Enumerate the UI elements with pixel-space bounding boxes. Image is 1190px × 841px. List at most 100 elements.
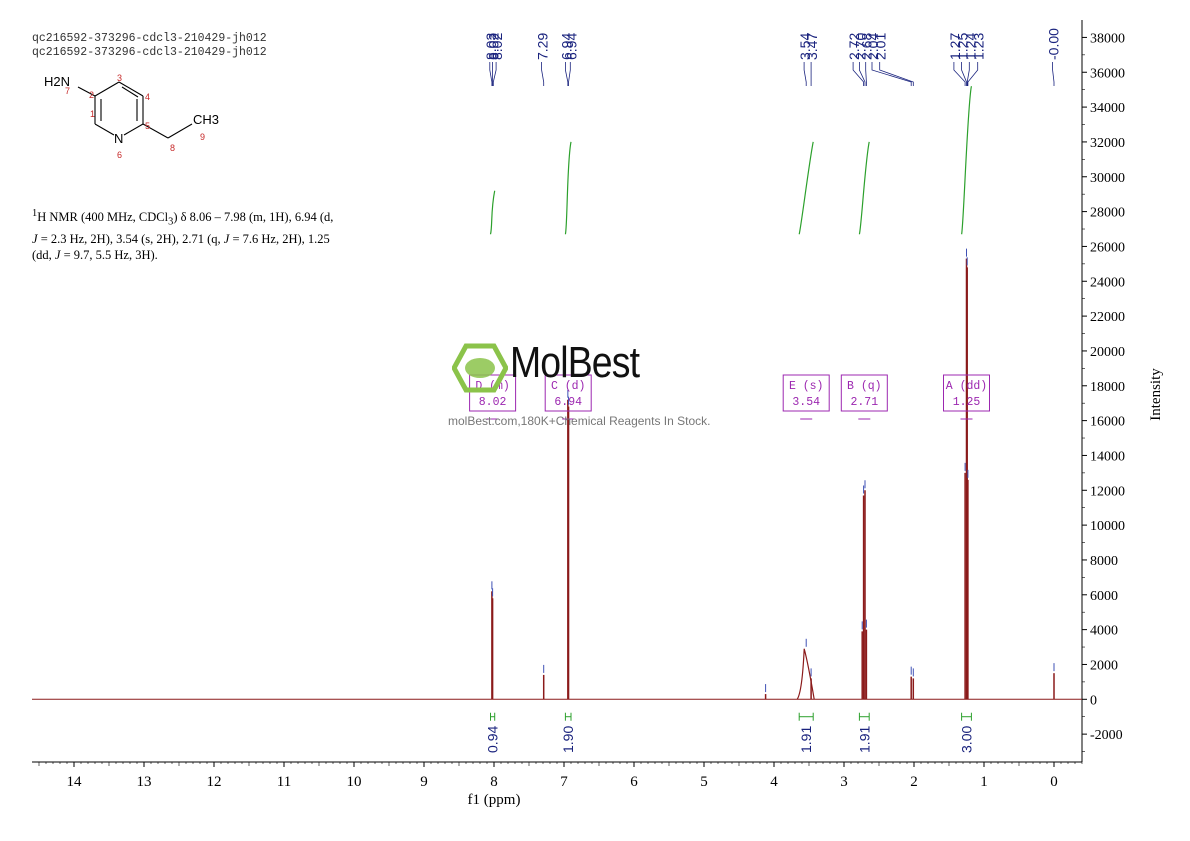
y-tick-label: 38000 [1090, 31, 1125, 46]
peak-label-leader [871, 62, 912, 86]
peak-label: -0.00 [1046, 28, 1062, 60]
atom-number: 6 [117, 150, 122, 160]
amine-label: H2N [44, 74, 70, 89]
peak-label-leader [568, 62, 571, 86]
x-tick-label: 12 [207, 774, 222, 790]
x-tick-label: 6 [630, 774, 638, 790]
y-tick-label: -2000 [1090, 728, 1123, 743]
y-tick-label: 8000 [1090, 554, 1118, 569]
peak-label: 1.27 [947, 33, 963, 60]
y-tick-label: 30000 [1090, 171, 1125, 186]
peak-label-leader [953, 62, 966, 86]
y-tick-label: 22000 [1090, 310, 1125, 325]
integral-curve [961, 86, 972, 235]
x-tick-label: 4 [770, 774, 778, 790]
atom-number: 9 [200, 132, 205, 142]
peak-label: 2.68 [859, 33, 875, 60]
x-axis-label: f1 (ppm) [468, 792, 521, 808]
peak-label: 1.24 [962, 33, 978, 60]
integral-curve [858, 141, 870, 235]
y-tick-label: 34000 [1090, 101, 1125, 116]
integral-value: 3.00 [959, 726, 975, 753]
peak-label: 3.54 [797, 33, 813, 60]
integral-curve [798, 141, 814, 235]
y-tick-label: 6000 [1090, 589, 1118, 604]
multiplet-name: B (q) [847, 380, 882, 393]
multiplet-value: 3.54 [792, 396, 820, 409]
x-tick-label: 2 [910, 774, 918, 790]
y-tick-label: 26000 [1090, 240, 1125, 255]
atom-number: 2 [89, 90, 94, 100]
x-tick-label: 8 [490, 774, 498, 790]
atom-number: 3 [117, 73, 122, 83]
peak-label-leader [803, 62, 807, 86]
multiplet-value: 8.02 [479, 396, 507, 409]
peak-label: 2.72 [846, 33, 862, 60]
file-title-1: qc216592-373296-cdcl3-210429-jh012 [32, 32, 267, 45]
y-tick-label: 36000 [1090, 66, 1125, 81]
peak-label-leader [565, 62, 569, 86]
watermark-brand: MolBest [510, 338, 640, 387]
multiplet-name: A (dd) [946, 380, 987, 393]
x-tick-label: 14 [67, 774, 83, 790]
peak-label-leader [859, 62, 866, 86]
x-tick-label: 11 [277, 774, 291, 790]
peak-label: 8.03 [483, 33, 499, 60]
y-tick-label: 16000 [1090, 415, 1125, 430]
multiplet-box [943, 374, 990, 412]
peak-label-leader [961, 62, 967, 86]
multiplet-box [469, 374, 517, 412]
y-tick-label: 14000 [1090, 449, 1125, 464]
y-tick-label: 32000 [1090, 136, 1125, 151]
integral-value: 1.91 [856, 726, 872, 753]
atom-number: 1 [90, 109, 95, 119]
peak-label: 2.70 [852, 33, 868, 60]
y-tick-label: 2000 [1090, 658, 1118, 673]
peak-label-leader [852, 62, 864, 86]
x-tick-label: 1 [980, 774, 988, 790]
y-axis-label: Intensity [1148, 368, 1164, 421]
integral-curve [489, 190, 496, 235]
peak-label-leader [541, 62, 545, 86]
peak-label: 8.02 [489, 33, 505, 60]
multiplet-box [840, 374, 888, 412]
atom-number: 8 [170, 143, 175, 153]
methyl-label: CH3 [193, 112, 219, 127]
nmr-description: 1H NMR (400 MHz, CDCl3) δ 8.06 – 7.98 (m… [32, 208, 334, 262]
watermark-tagline: molBest.com,180K+Chemical Reagents In St… [448, 414, 711, 428]
y-tick-label: 10000 [1090, 519, 1125, 534]
peak-label-leader [966, 62, 970, 86]
multiplet-value: 6.94 [554, 396, 582, 409]
peak-label: 1.25 [955, 33, 971, 60]
peak-label-leader [489, 62, 493, 86]
atom-number: 4 [145, 92, 150, 102]
ring-nitrogen: N [114, 131, 123, 146]
multiplet-value: 2.71 [850, 396, 878, 409]
molbest-logo-icon [452, 343, 508, 393]
peak-label: 7.29 [535, 33, 551, 60]
atom-number: 5 [145, 121, 150, 131]
molecule-structure: H2N CH3 N 1 2 3 4 5 6 7 8 9 [44, 73, 219, 160]
multiplet-name: C (d) [551, 380, 586, 393]
x-tick-label: 5 [700, 774, 708, 790]
peak-label: 2.01 [873, 33, 889, 60]
peak-label: 6.94 [558, 33, 574, 60]
y-tick-label: 0 [1090, 693, 1097, 708]
integral-value: 1.91 [798, 726, 814, 753]
integral-value: 1.90 [560, 726, 576, 753]
x-tick-label: 3 [840, 774, 848, 790]
x-tick-label: 9 [420, 774, 428, 790]
integral-value: 0.94 [485, 726, 501, 753]
peak-label-leader [492, 62, 497, 86]
x-tick-label: 10 [347, 774, 362, 790]
x-tick-label: 7 [560, 774, 568, 790]
x-tick-label: 0 [1050, 774, 1058, 790]
y-tick-label: 12000 [1090, 484, 1125, 499]
atom-number: 7 [65, 86, 70, 96]
file-title-2: qc216592-373296-cdcl3-210429-jh012 [32, 46, 267, 59]
y-tick-label: 28000 [1090, 206, 1125, 221]
y-tick-label: 18000 [1090, 380, 1125, 395]
peak-label: 3.47 [804, 33, 820, 60]
peak-label-leader [879, 62, 914, 86]
